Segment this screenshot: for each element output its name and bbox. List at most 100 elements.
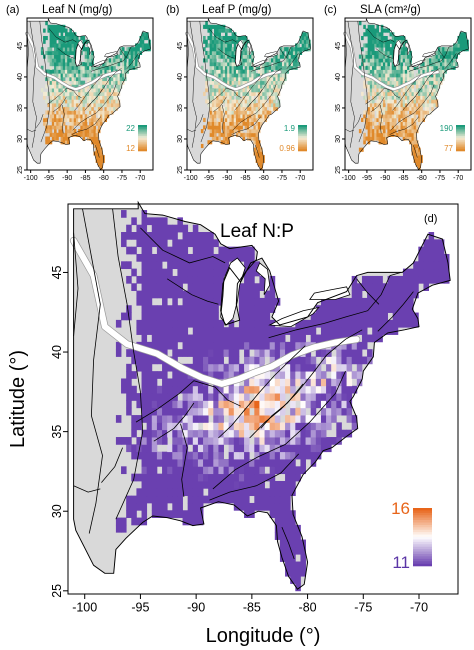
y-tick-label: 30 bbox=[17, 135, 24, 143]
x-tick-label: -80 bbox=[99, 175, 109, 182]
legend: 1.9 0.96 bbox=[279, 124, 307, 153]
legend: 190 77 bbox=[440, 124, 465, 153]
x-tick-label: -100 bbox=[24, 175, 38, 182]
panel-leaf-np: -100 -95 -90 -85 -80 -75 -70 45 40 35 30 25 Leaf N:P… bbox=[7, 200, 459, 647]
y-tick-label: 45 bbox=[17, 42, 24, 50]
x-tick-label: -70 bbox=[410, 601, 428, 615]
y-tick-label: 30 bbox=[335, 135, 342, 143]
region-boundary bbox=[88, 89, 103, 107]
y-tick-label: 45 bbox=[50, 265, 64, 279]
region-boundary bbox=[255, 145, 260, 158]
x-tick-label: -95 bbox=[44, 175, 54, 182]
region-boundary bbox=[153, 402, 195, 442]
panel-leaf-p: -100 -95 -90 -85 -80 -75 -70 45 40 35 30 25 (b) Leaf … bbox=[166, 4, 314, 182]
region-boundary bbox=[248, 89, 263, 107]
x-tick-label: -80 bbox=[299, 601, 317, 615]
y-tick-label: 40 bbox=[177, 73, 184, 81]
region-boundary bbox=[389, 116, 419, 135]
coastline bbox=[186, 18, 311, 170]
panel-tag: (d) bbox=[424, 213, 437, 225]
region-boundary bbox=[444, 53, 457, 70]
region-boundary bbox=[286, 53, 299, 70]
x-tick-label: -95 bbox=[204, 175, 214, 182]
legend-low-label: 77 bbox=[444, 144, 453, 153]
region-boundary bbox=[74, 74, 104, 111]
region-boundary bbox=[356, 278, 380, 305]
region-boundary bbox=[221, 104, 225, 134]
region-boundary bbox=[281, 526, 295, 560]
region-boundary bbox=[72, 84, 117, 131]
region-boundary bbox=[371, 96, 385, 112]
region-boundary bbox=[208, 28, 237, 43]
region-boundary bbox=[357, 21, 368, 143]
region-boundary bbox=[234, 74, 264, 111]
lake bbox=[404, 41, 410, 55]
region-boundary bbox=[126, 53, 139, 70]
plot-frame bbox=[67, 203, 459, 595]
region-boundary bbox=[379, 104, 383, 134]
x-axis-label: Longitude (°) bbox=[206, 625, 321, 647]
region-boundary bbox=[353, 114, 362, 128]
region-boundary bbox=[390, 84, 435, 131]
region-boundary bbox=[406, 89, 421, 107]
region-boundary bbox=[35, 114, 44, 128]
y-tick-label: 40 bbox=[50, 345, 64, 359]
x-tick-label: -70 bbox=[453, 175, 463, 182]
region-boundary bbox=[186, 128, 196, 132]
y-tick-label: 35 bbox=[17, 104, 24, 112]
panel-title: Leaf N (mg/g) bbox=[42, 4, 112, 16]
panel-title: SLA (cm²/g) bbox=[360, 4, 421, 16]
legend-high-label: 1.9 bbox=[284, 124, 296, 133]
y-tick-label: 25 bbox=[17, 166, 24, 174]
region-boundary bbox=[112, 208, 144, 520]
x-tick-label: -75 bbox=[117, 175, 127, 182]
x-tick-label: -85 bbox=[243, 601, 261, 615]
x-tick-label: -85 bbox=[398, 175, 408, 182]
x-tick-label: -90 bbox=[380, 175, 390, 182]
x-tick-label: -90 bbox=[222, 175, 232, 182]
panel-tag: (c) bbox=[324, 4, 337, 16]
panel-tag: (a) bbox=[6, 4, 19, 16]
coastline bbox=[26, 18, 151, 170]
coastline bbox=[73, 200, 451, 590]
region-boundary bbox=[39, 21, 50, 143]
region-boundary bbox=[90, 45, 135, 72]
region-boundary bbox=[199, 21, 210, 143]
legend-low-label: 12 bbox=[126, 144, 135, 153]
lake bbox=[309, 286, 351, 300]
region-boundary bbox=[47, 87, 82, 105]
region-boundary bbox=[57, 48, 75, 59]
region-boundary bbox=[437, 48, 446, 59]
region-boundary bbox=[61, 104, 65, 134]
x-tick-label: -85 bbox=[240, 175, 250, 182]
x-tick-label: -90 bbox=[187, 601, 205, 615]
region-boundary bbox=[408, 45, 453, 72]
region-boundary bbox=[189, 21, 197, 148]
legend-low-label: 11 bbox=[392, 553, 410, 572]
y-tick-label: 45 bbox=[335, 42, 342, 50]
region-boundary bbox=[347, 21, 355, 148]
lake bbox=[246, 41, 252, 55]
lake bbox=[264, 51, 278, 57]
region-boundary bbox=[53, 96, 67, 112]
lake bbox=[408, 59, 426, 68]
legend-high-label: 16 bbox=[391, 499, 410, 518]
y-tick-label: 25 bbox=[335, 166, 342, 174]
lake bbox=[255, 262, 271, 295]
y-tick-label: 30 bbox=[177, 135, 184, 143]
region-boundary bbox=[217, 48, 235, 59]
x-tick-label: -80 bbox=[259, 175, 269, 182]
x-tick-label: -100 bbox=[342, 175, 356, 182]
y-tick-label: 25 bbox=[177, 166, 184, 174]
lake bbox=[104, 51, 118, 57]
region-boundary bbox=[232, 84, 277, 131]
plot-frame bbox=[344, 17, 472, 171]
region-boundary bbox=[209, 453, 299, 501]
coastline bbox=[344, 18, 469, 170]
region-boundary bbox=[140, 227, 226, 264]
region-boundary bbox=[119, 48, 128, 59]
legend-low-label: 0.96 bbox=[279, 144, 295, 153]
region-boundary bbox=[180, 423, 188, 497]
